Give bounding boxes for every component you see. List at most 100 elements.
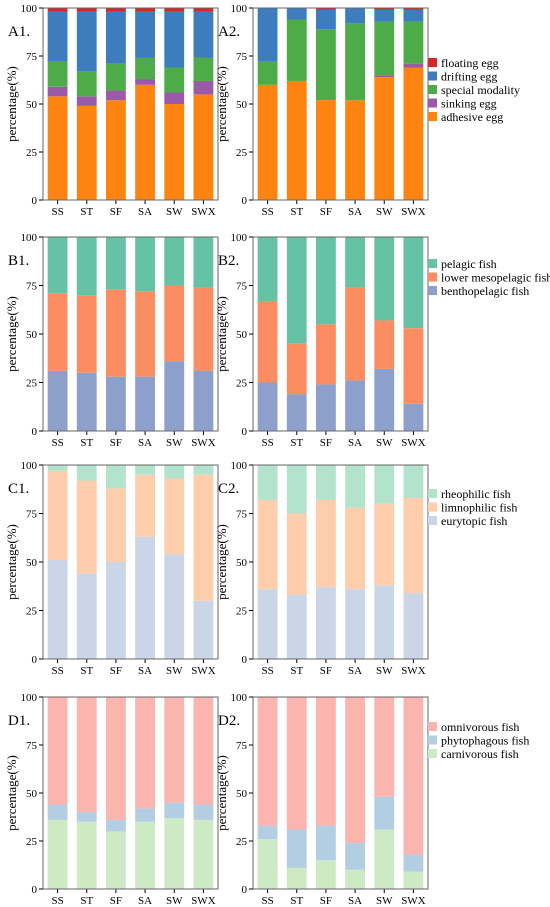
x-tick-label: SWX — [191, 437, 216, 449]
bar-segment-st-phytophagous-fish — [286, 829, 307, 868]
panel-label: B2. — [218, 253, 239, 269]
bar-segment-ss-adhesive-egg — [257, 84, 278, 200]
y-tick-label: 50 — [236, 99, 248, 111]
bar-segment-sw-drifting-egg — [374, 9, 395, 22]
y-tick-label: 0 — [242, 195, 248, 207]
bar-segment-st-sinking-egg — [76, 96, 97, 106]
bar-segment-st-limnophilic-fish — [76, 480, 97, 574]
x-tick-label: SF — [110, 895, 122, 907]
bar-segment-sw-omnivorous-fish — [374, 697, 395, 797]
bar-segment-sf-sinking-egg — [106, 90, 126, 101]
panel-d2: SS ST SF SA SW SWX 0 25 50 75 100 percentage(%) D2. — [214, 692, 429, 907]
bar-segment-sa-omnivorous-fish — [135, 697, 155, 809]
bar-segment-sf-lower-mesopelagic-fish — [316, 324, 336, 385]
bar-segment-sf-omnivorous-fish — [316, 697, 336, 826]
y-tick-label: 100 — [231, 692, 248, 704]
bar-segment-ss-drifting-egg — [47, 11, 68, 62]
bar-segment-sf-benthopelagic-fish — [106, 376, 126, 431]
x-tick-label: ST — [290, 665, 303, 677]
panel-c1: SS ST SF SA SW SWX 0 25 50 75 100 percentage(%) C1. — [4, 460, 219, 677]
y-axis-label: percentage(%) — [4, 66, 19, 142]
bar-segment-swx-rheophilic-fish — [193, 465, 214, 475]
x-tick-label: SW — [166, 437, 183, 449]
bar-segment-sf-special-modality — [316, 29, 336, 101]
legend-label: rheophilic fish — [441, 487, 511, 501]
y-tick-label: 50 — [26, 99, 38, 111]
bar-segment-st-rheophilic-fish — [286, 465, 307, 514]
bar-segment-st-carnivorous-fish — [76, 821, 97, 889]
bar-segment-swx-carnivorous-fish — [403, 871, 424, 889]
panel-label: D1. — [8, 713, 30, 729]
bar-segment-sf-carnivorous-fish — [106, 831, 126, 889]
bar-segment-st-rheophilic-fish — [76, 465, 97, 481]
bar-segment-sw-special-modality — [374, 21, 395, 76]
legend-label: benthopelagic fish — [441, 284, 529, 298]
legend-label: floating egg — [441, 56, 499, 70]
bar-segment-swx-omnivorous-fish — [193, 697, 214, 805]
legend-label: lower mesopelagic fish — [441, 271, 550, 285]
x-tick-label: SF — [320, 665, 332, 677]
bar-segment-sw-limnophilic-fish — [374, 503, 395, 586]
legend-swatch — [428, 516, 437, 525]
bar-segment-sa-limnophilic-fish — [135, 474, 155, 537]
bar-segment-sa-adhesive-egg — [135, 84, 155, 200]
x-tick-label: SW — [376, 437, 393, 449]
bar-segment-swx-limnophilic-fish — [403, 497, 424, 594]
legend-swatch — [428, 502, 437, 512]
x-tick-label: ST — [80, 895, 93, 907]
bar-segment-swx-phytophagous-fish — [193, 804, 214, 820]
bar-segment-sa-carnivorous-fish — [135, 821, 155, 889]
bar-segment-swx-benthopelagic-fish — [193, 370, 214, 431]
x-tick-label: SF — [110, 206, 122, 218]
bar-segment-sw-special-modality — [164, 67, 185, 93]
bar-segment-ss-phytophagous-fish — [47, 804, 68, 820]
legend-swatch — [428, 722, 437, 731]
bar-segment-st-limnophilic-fish — [286, 513, 307, 595]
bar-segment-sw-rheophilic-fish — [164, 465, 185, 479]
bar-segment-ss-rheophilic-fish — [47, 465, 68, 471]
bar-segment-ss-phytophagous-fish — [257, 825, 278, 840]
x-tick-label: ST — [80, 206, 93, 218]
legend-label: adhesive egg — [441, 110, 503, 124]
bar-segment-sa-drifting-egg — [135, 11, 155, 58]
y-tick-label: 25 — [236, 836, 248, 848]
bar-segment-st-lower-mesopelagic-fish — [76, 295, 97, 373]
bar-segment-st-phytophagous-fish — [76, 812, 97, 822]
x-tick-label: SW — [166, 895, 183, 907]
bar-segment-sw-carnivorous-fish — [374, 829, 395, 889]
bar-segment-sa-carnivorous-fish — [345, 869, 365, 889]
panel-label: D2. — [218, 713, 240, 729]
bar-segment-sw-rheophilic-fish — [374, 465, 395, 504]
bar-segment-st-omnivorous-fish — [286, 697, 307, 830]
bar-segment-sf-eurytopic-fish — [316, 587, 336, 659]
legend-swatch — [428, 272, 437, 282]
bar-segment-st-carnivorous-fish — [286, 867, 307, 889]
bar-segment-ss-carnivorous-fish — [257, 839, 278, 889]
bar-segment-sa-lower-mesopelagic-fish — [135, 291, 155, 377]
plot-frame — [252, 7, 429, 201]
bar-segment-st-special-modality — [76, 71, 97, 97]
bar-segment-sw-phytophagous-fish — [164, 802, 185, 818]
y-axis-label: percentage(%) — [214, 66, 229, 142]
bar-segment-swx-limnophilic-fish — [193, 474, 214, 601]
bar-segment-st-pelagic-fish — [76, 237, 97, 296]
y-tick-label: 50 — [236, 557, 248, 569]
y-tick-label: 0 — [242, 884, 248, 896]
x-tick-label: SWX — [191, 206, 216, 218]
x-tick-label: SW — [376, 895, 393, 907]
x-tick-label: SWX — [191, 665, 216, 677]
y-tick-label: 100 — [21, 460, 38, 472]
y-tick-label: 50 — [26, 557, 38, 569]
legend-swatch — [428, 98, 437, 108]
bar-segment-sa-floating-egg — [135, 8, 155, 12]
bar-segment-st-lower-mesopelagic-fish — [286, 343, 307, 395]
x-tick-label: SWX — [401, 665, 426, 677]
legend-swatch — [428, 58, 437, 67]
x-tick-label: ST — [80, 437, 93, 449]
bar-segment-st-eurytopic-fish — [286, 594, 307, 659]
x-tick-label: SWX — [401, 206, 426, 218]
x-tick-label: SA — [138, 895, 152, 907]
bar-segment-sa-eurytopic-fish — [135, 536, 155, 659]
